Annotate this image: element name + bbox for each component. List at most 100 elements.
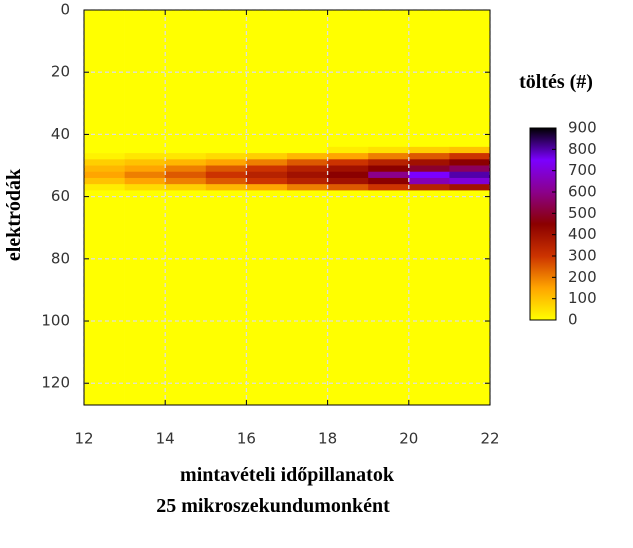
heat-cell <box>449 184 491 191</box>
heat-cell <box>327 153 369 160</box>
heat-cell <box>84 190 125 406</box>
heat-cell <box>84 165 125 173</box>
heat-cell <box>165 146 207 154</box>
y-tick-label: 100 <box>41 312 70 330</box>
heat-cell <box>287 153 328 160</box>
y-tick-label: 20 <box>51 63 70 81</box>
heat-cell <box>205 190 247 406</box>
heat-cell <box>287 190 328 406</box>
heat-cell <box>165 184 207 191</box>
heat-cell <box>408 159 450 166</box>
heat-cell <box>408 153 450 160</box>
heat-cell <box>205 177 247 185</box>
heat-cell <box>246 190 288 406</box>
heat-cell <box>165 153 207 160</box>
heat-cell <box>287 10 328 148</box>
colorbar-tick-label: 800 <box>568 140 597 158</box>
heat-cell <box>246 171 288 179</box>
heat-cell <box>327 184 369 191</box>
heat-cell <box>287 159 328 166</box>
heat-cell <box>408 146 450 154</box>
heat-cell <box>246 177 288 185</box>
heat-cell <box>327 171 369 179</box>
heat-cell <box>246 10 288 148</box>
heat-cell <box>449 171 491 179</box>
heat-cell <box>368 165 410 173</box>
heat-cell <box>327 10 369 148</box>
heat-cell <box>449 10 491 148</box>
heat-cell <box>84 10 125 148</box>
heat-cell <box>449 177 491 185</box>
heat-cell <box>165 159 207 166</box>
x-tick-label: 22 <box>480 430 499 448</box>
heat-cell <box>205 10 247 148</box>
plot-frame <box>83 9 491 406</box>
heat-cell <box>84 153 125 160</box>
heat-cell <box>449 153 491 160</box>
heat-cell <box>327 190 369 406</box>
heat-cell <box>327 165 369 173</box>
colorbar <box>529 127 557 321</box>
heat-cell <box>246 159 288 166</box>
x-tick-label: 18 <box>318 430 337 448</box>
heat-cell <box>124 153 166 160</box>
heat-cell <box>124 184 166 191</box>
heat-cell <box>287 165 328 173</box>
heat-cell <box>449 146 491 154</box>
colorbar-tick-label: 700 <box>568 161 597 179</box>
x-axis-label-2: 25 mikroszekundumonként <box>156 495 390 517</box>
heat-cell <box>408 190 450 406</box>
heat-cell <box>246 146 288 154</box>
heat-cell <box>124 190 166 406</box>
heat-cell <box>408 165 450 173</box>
heat-cell <box>124 10 166 148</box>
heat-cell <box>246 184 288 191</box>
x-axis-label: mintavételi időpillanatok <box>180 464 395 486</box>
heat-cell <box>165 190 207 406</box>
x-tick-label: 16 <box>237 430 256 448</box>
heat-cell <box>84 171 125 179</box>
heat-cell <box>246 165 288 173</box>
heat-cell <box>449 159 491 166</box>
colorbar-tick-label: 600 <box>568 183 597 201</box>
heat-cell <box>327 146 369 154</box>
heat-cell <box>124 165 166 173</box>
heat-cell <box>124 177 166 185</box>
colorbar-tick-label: 200 <box>568 268 597 286</box>
heat-cell <box>368 190 410 406</box>
y-tick-label: 0 <box>60 1 70 19</box>
colorbar-tick-label: 500 <box>568 204 597 222</box>
y-axis-label: elektródák <box>3 168 25 261</box>
heat-cell <box>246 153 288 160</box>
heat-cell <box>408 177 450 185</box>
heat-cell <box>165 10 207 148</box>
heat-cell <box>84 146 125 154</box>
heat-cell <box>408 171 450 179</box>
heat-cell <box>368 159 410 166</box>
heat-cell <box>368 10 410 148</box>
colorbar-tick-label: 100 <box>568 289 597 307</box>
x-tick-label: 20 <box>399 430 418 448</box>
heat-cell <box>287 184 328 191</box>
heat-cell <box>84 184 125 191</box>
heat-cell <box>205 184 247 191</box>
x-tick-label: 14 <box>156 430 175 448</box>
heat-cell <box>124 159 166 166</box>
heat-cell <box>327 177 369 185</box>
colorbar-tick-label: 900 <box>568 119 597 137</box>
heat-cell <box>124 146 166 154</box>
heat-cell <box>368 184 410 191</box>
heat-cell <box>368 146 410 154</box>
heat-cell <box>449 190 491 406</box>
heat-cell <box>368 177 410 185</box>
heat-cell <box>165 171 207 179</box>
heat-cell <box>205 165 247 173</box>
heat-cell <box>368 153 410 160</box>
heat-cell <box>449 165 491 173</box>
y-tick-label: 40 <box>51 125 70 143</box>
heat-cell <box>408 10 450 148</box>
heat-cell <box>124 171 166 179</box>
heat-cell <box>205 159 247 166</box>
heat-cell <box>368 171 410 179</box>
